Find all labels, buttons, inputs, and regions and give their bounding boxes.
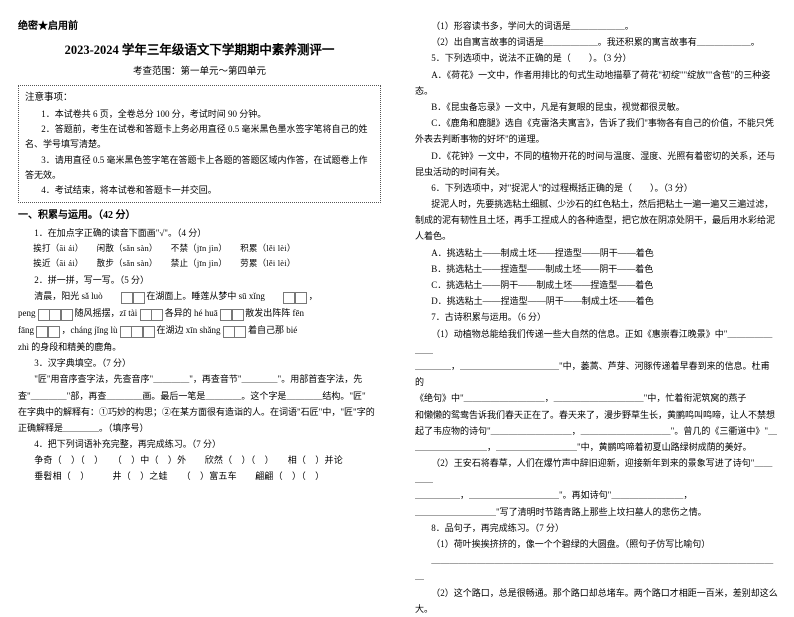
q7-line: 《绝句》中"＿＿＿＿＿＿＿＿＿，＿＿＿＿＿＿＿＿＿＿"中，忙着衔泥筑窝的燕子: [415, 390, 778, 406]
q6-intro: 捉泥人时，先要挑选粘土细腻、少沙石的红色粘土，然后把粘土一遍一遍又三遍过滤，制成…: [415, 196, 778, 245]
q6-opt: B．挑选粘土——捏造型——制成土坯——阴干——着色: [415, 261, 778, 277]
exam-title: 2023-2024 学年三年级语文下学期期中素养测评一: [18, 40, 381, 62]
q4-row: 垂髫相（ ） 井（ ）之蛙 （ ）富五车 翩翩（ ）（ ）: [18, 468, 381, 484]
left-column: 绝密★启用前 2023-2024 学年三年级语文下学期期中素养测评一 考查范围：…: [0, 0, 397, 562]
q2-text: 各异的 hé huā: [165, 308, 220, 318]
q8-title: 8．品句子，再完成练习。（7 分）: [415, 520, 778, 536]
notice-box: 注意事项： 1．本试卷共 6 页，全卷总分 100 分，考试时间 90 分钟。 …: [18, 85, 381, 203]
q2-text: 在湖边 xīn shǎng: [157, 325, 223, 335]
q6-opt: D．挑选粘土——捏造型——阴干——制成土坯——着色: [415, 293, 778, 309]
q3-title: 3．汉字典填空。（7 分）: [18, 355, 381, 371]
q6-opt: A．挑选粘土——制成土坯——捏造型——阴干——着色: [415, 245, 778, 261]
q5-opt: B．《昆虫备忘录》一文中，凡是有复眼的昆虫，视觉都很灵敏。: [415, 99, 778, 115]
char-boxes: [105, 289, 144, 305]
q8-blank: ＿＿＿＿＿＿＿＿＿＿＿＿＿＿＿＿＿＿＿＿＿＿＿＿＿＿＿＿＿＿＿＿＿＿＿＿＿＿＿: [415, 552, 778, 584]
q1-row: 挨近（āi ái） 散步（sǎn sàn） 禁止（jīn jìn） 劳累（lěi…: [18, 256, 381, 271]
q1-title: 1．在加点字正确的读音下面画"√"。（4 分）: [18, 225, 381, 241]
q4-row: 争奇（ ）（ ） （ ）中（ ）外 欣然（ ）（ ） 相（ ）并论: [18, 452, 381, 468]
q2-title: 2．拼一拼，写一写。（5 分）: [18, 272, 381, 288]
q2-text: 在湖面上。睡莲从梦中 sū xǐng: [146, 291, 267, 301]
q7-line: ＿＿＿＿＿，＿＿＿＿＿＿＿＿＿＿"。再如诗句"＿＿＿＿＿＿＿＿，: [415, 487, 778, 503]
q5-opt: C．《鹿角和鹿腿》选自《克雷洛夫寓言》，告诉了我们"事物各有自己的价值，不能只凭…: [415, 115, 778, 147]
q6-opt: C．挑选粘土——阴干——制成土坯——捏造型——着色: [415, 277, 778, 293]
q7-line: ＿＿＿＿＿＿＿＿＿"写了清明时节踏青路上那些上坟扫墓人的悲伤之情。: [415, 504, 778, 520]
q8-line: （2）这个路口，总是很畅通。那个路口却总堵车。两个路口才相距一百米，差别却这么大…: [415, 585, 778, 617]
q7-line: 和懒懒的鸳鸯告诉我们春天正在了。春天来了，漫步野草生长，黄鹂鸣叫鸣啼，让人不禁想…: [415, 407, 778, 439]
q2-line: 清晨，阳光 sǎ luò 在湖面上。睡莲从梦中 sū xǐng ，: [18, 288, 381, 305]
char-boxes: [120, 323, 155, 339]
q2-line: fāng ，cháng jǐng lù 在湖边 xīn shǎng 着自己那 b…: [18, 322, 381, 339]
q7-line: （1）动植物总能给我们传递一些大自然的信息。正如《惠崇春江晚景》中"＿＿＿＿＿＿…: [415, 326, 778, 358]
q4-title: 4．把下列词语补充完整，再完成练习。（7 分）: [18, 436, 381, 452]
char-boxes: [267, 289, 306, 305]
q7-line: ＿＿＿＿，＿＿＿＿＿＿＿＿＿＿＿"中，蒌蒿、芦芽、河豚传递着早春到来的信息。杜甫…: [415, 358, 778, 390]
char-boxes: [38, 306, 73, 322]
q1-row: 挨打（āi ái） 闲散（sǎn sàn） 不禁（jīn jìn） 积累（lěi…: [18, 241, 381, 256]
q2-text: fāng: [18, 325, 36, 335]
char-boxes: [36, 323, 59, 339]
q5-opt: A．《荷花》一文中，作者用排比的句式生动地描摹了荷花"初绽""绽放""含苞"的三…: [415, 67, 778, 99]
q4-sub: （1）形容读书多，学问大的词语是＿＿＿＿＿＿。: [415, 18, 778, 34]
section-head: 一、积累与运用。（42 分）: [18, 207, 381, 225]
q2-text: 着自己那 bié: [248, 325, 297, 335]
char-boxes: [220, 306, 243, 322]
q2-text: 散发出阵阵 fēn: [245, 308, 304, 318]
q2-text: 随风摇摆，zī tài: [75, 308, 140, 318]
q4-sub: （2）出自寓言故事的词语是＿＿＿＿＿＿。我还积累的寓言故事有＿＿＿＿＿＿。: [415, 34, 778, 50]
notice-item: 2．答题前，考生在试卷和答题卡上务必用直径 0.5 毫米黑色墨水签字笔将自己的姓…: [25, 122, 374, 153]
q5-opt: D．《花钟》一文中，不同的植物开花的时间与温度、湿度、光照有着密切的关系，还与昆…: [415, 148, 778, 180]
notice-item: 4．考试结束，将本试卷和答题卡一并交回。: [25, 183, 374, 198]
q2-line: peng 随风摇摆，zī tài 各异的 hé huā 散发出阵阵 fēn: [18, 305, 381, 322]
q2-text: 清晨，阳光 sǎ luò: [34, 291, 105, 301]
q8-line: （1）荷叶挨挨挤挤的，像一个个碧绿的大圆盘。（照句子仿写比喻句）: [415, 536, 778, 552]
notice-title: 注意事项：: [25, 90, 374, 107]
q7-line: （2）王安石将春草，人们在爆竹声中辞旧迎新，迎接新年到来的景象写进了诗句"＿＿＿…: [415, 455, 778, 487]
q2-text: ，: [309, 291, 318, 301]
char-boxes: [223, 323, 246, 339]
char-boxes: [140, 306, 163, 322]
q3-line: 在字典中的解释有：①巧妙的构思；②在某方面很有造诣的人。在词语"石匠"中，"匠"…: [18, 404, 381, 436]
exam-page: 绝密★启用前 2023-2024 学年三年级语文下学期期中素养测评一 考查范围：…: [0, 0, 794, 562]
q2-line: zhì 的身段和精美的鹿角。: [18, 339, 381, 355]
q2-text: ，cháng jǐng lù: [62, 325, 120, 335]
q7-line: ＿＿＿＿＿＿＿＿，＿＿＿＿＿＿＿＿＿"中，黄鹂鸣啼着初夏山路绿树成荫的美好。: [415, 439, 778, 455]
q6-title: 6．下列选项中，对"捉泥人"的过程概括正确的是（ ）。（3 分）: [415, 180, 778, 196]
notice-item: 1．本试卷共 6 页，全卷总分 100 分，考试时间 90 分钟。: [25, 107, 374, 122]
q7-title: 7．古诗积累与运用。（6 分）: [415, 309, 778, 325]
notice-item: 3．请用直径 0.5 毫米黑色签字笔在答题卡上各题的答题区域内作答，在试题卷上作…: [25, 153, 374, 184]
q5-title: 5．下列选项中，说法不正确的是（ ）。（3 分）: [415, 50, 778, 66]
right-column: （1）形容读书多，学问大的词语是＿＿＿＿＿＿。 （2）出自寓言故事的词语是＿＿＿…: [397, 0, 794, 562]
exam-subtitle: 考查范围：第一单元～第四单元: [18, 64, 381, 81]
q3-line: "匠"用音序查字法，先查音序"＿＿＿＿"，再查音节"＿＿＿＿"。用部首查字法，先: [18, 371, 381, 387]
secret-header: 绝密★启用前: [18, 18, 381, 36]
q3-line: 查"＿＿＿＿"部，再查＿＿＿＿画。最后一笔是＿＿＿＿。这个字是＿＿＿＿结构。"匠…: [18, 388, 381, 404]
q2-text: peng: [18, 308, 38, 318]
